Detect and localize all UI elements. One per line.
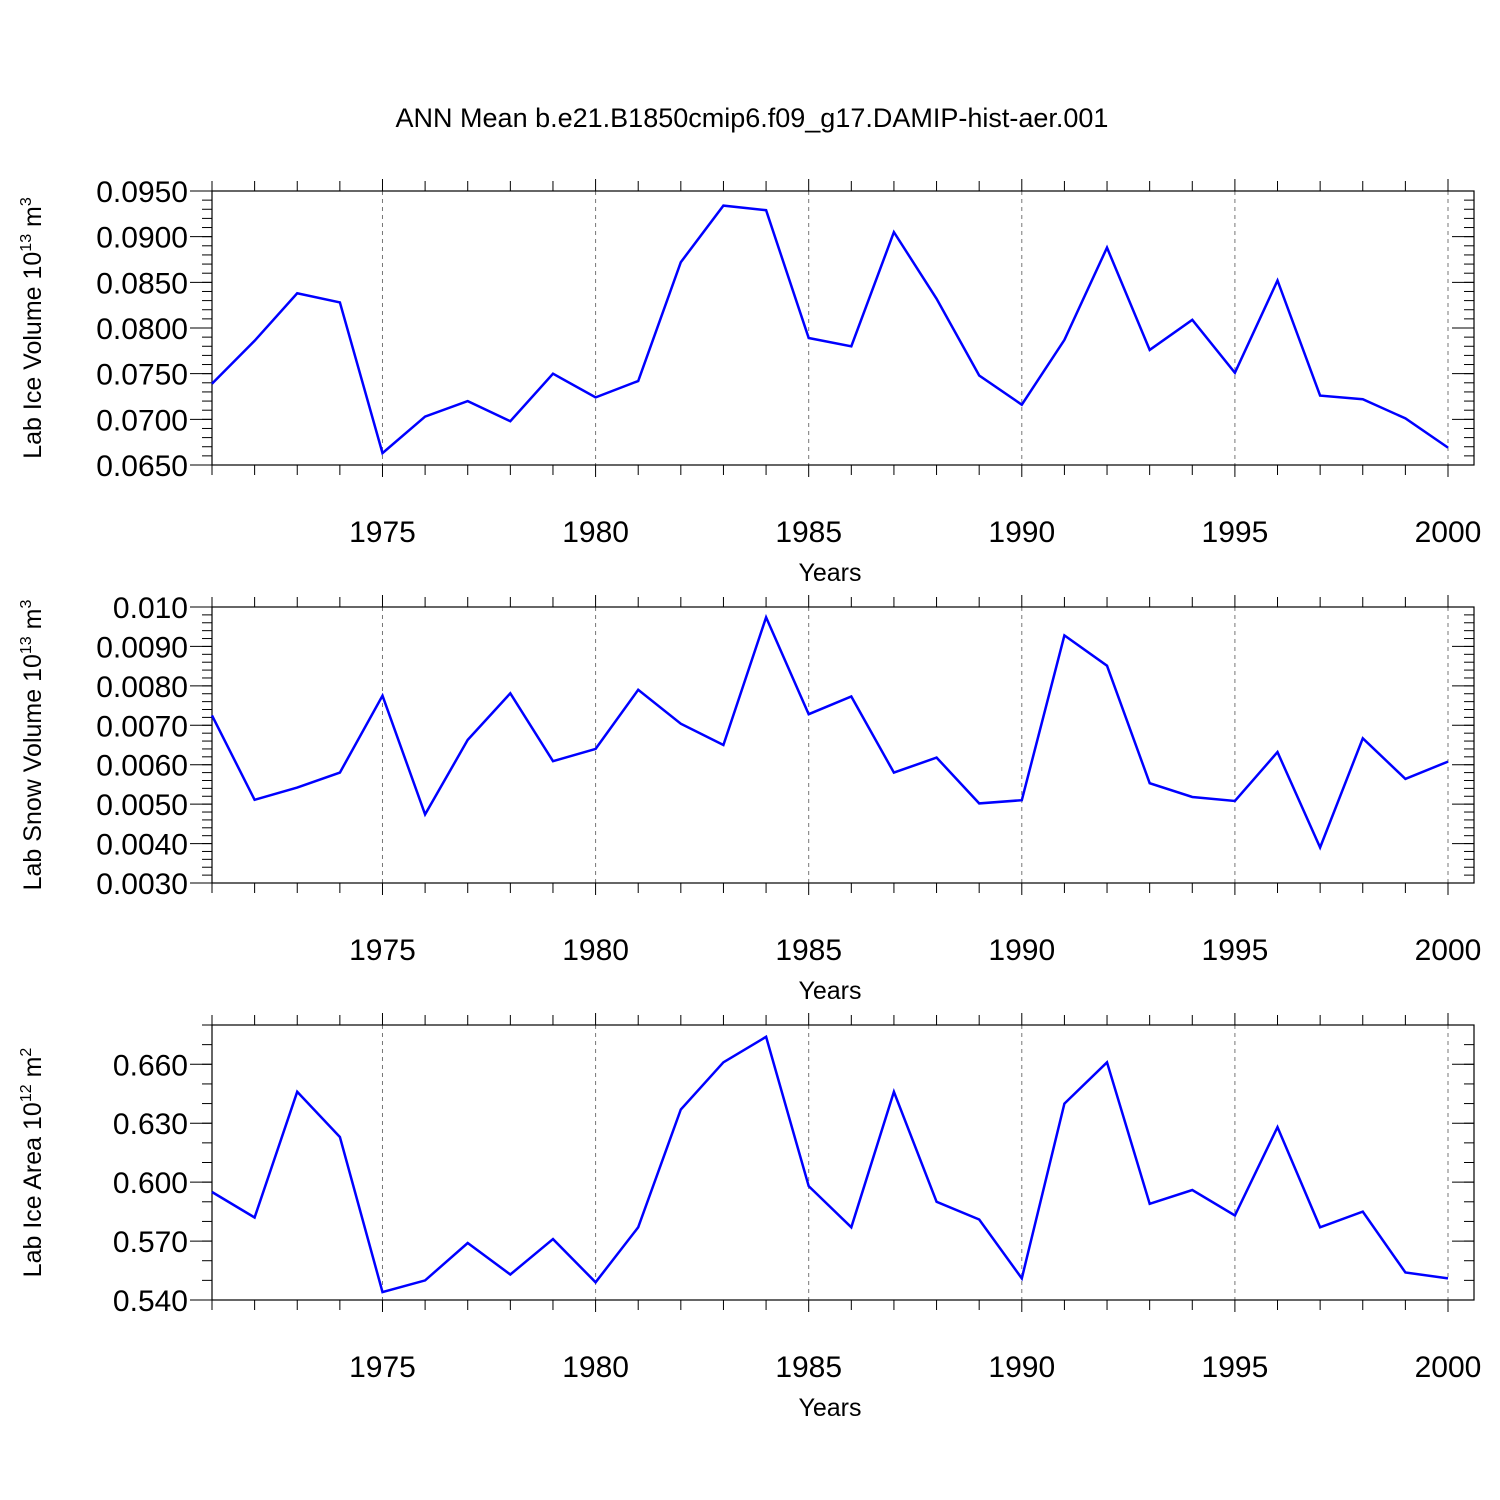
y-axis-title-unit: m — [19, 609, 47, 637]
x-tick-label: 1980 — [562, 516, 629, 549]
y-tick-label: 0.0040 — [96, 829, 188, 862]
x-tick-label: 1975 — [349, 1351, 416, 1384]
y-tick-label: 0.0050 — [96, 789, 188, 822]
y-tick-label: 0.0650 — [96, 450, 188, 483]
plot-frame — [211, 606, 1475, 884]
panel-3: 0.540 0.570 0.600 0.630 0.660 1975 1980 1985 199… — [18, 1013, 1481, 1422]
panels: 0.0650 0.0700 0.0750 0.0800 0.0850 0.0900 0.09… — [18, 176, 1481, 1422]
y-tick-label: 0.570 — [113, 1226, 188, 1259]
y-tick-label: 0.010 — [113, 592, 188, 625]
x-tick-label: 2000 — [1415, 516, 1482, 549]
x-tick-label: 1995 — [1202, 1351, 1269, 1384]
y-tick-label: 0.0060 — [96, 750, 188, 783]
y-tick-label: 0.600 — [113, 1167, 188, 1200]
y-tick-label: 0.660 — [113, 1049, 188, 1082]
x-tick-label: 1975 — [349, 934, 416, 967]
x-axis-title: Years — [798, 559, 861, 587]
y-tick-label: 0.0800 — [96, 313, 188, 346]
y-tick-label: 0.0090 — [96, 631, 188, 664]
y-tick-label: 0.0850 — [96, 267, 188, 300]
y-tick-label: 0.0080 — [96, 671, 188, 704]
y-axis-title-exponent: 12 — [18, 1084, 35, 1102]
y-axis-title-text: Lab Ice Area 10 — [19, 1102, 47, 1277]
x-tick-label: 1975 — [349, 516, 416, 549]
panel-2: 0.0030 0.0040 0.0050 0.0060 0.0070 0.0080 0.00… — [18, 592, 1481, 1005]
x-tick-label: 2000 — [1415, 934, 1482, 967]
x-tick-label: 1990 — [988, 1351, 1055, 1384]
y-axis-title: Lab Ice Area 1012 m2 — [18, 1048, 47, 1278]
y-axis-title: Lab Snow Volume 1013 m3 — [18, 600, 47, 891]
y-axis-title-unit: m — [19, 206, 47, 234]
y-tick-label: 0.0950 — [96, 176, 188, 209]
panel-1: 0.0650 0.0700 0.0750 0.0800 0.0850 0.0900 0.09… — [18, 176, 1481, 587]
y-axis-title-text: Lab Snow Volume 10 — [19, 654, 47, 890]
y-tick-label: 0.630 — [113, 1108, 188, 1141]
y-tick-label: 0.0700 — [96, 404, 188, 437]
x-tick-label: 2000 — [1415, 1351, 1482, 1384]
x-tick-label: 1990 — [988, 516, 1055, 549]
y-axis-title: Lab Ice Volume 1013 m3 — [18, 197, 47, 459]
x-tick-label: 1985 — [775, 516, 842, 549]
x-tick-label: 1980 — [562, 1351, 629, 1384]
plot-frame — [211, 190, 1475, 466]
chart-title: ANN Mean b.e21.B1850cmip6.f09_g17.DAMIP-… — [396, 103, 1109, 133]
x-tick-label: 1985 — [775, 1351, 842, 1384]
series-line — [211, 1034, 1449, 1294]
x-axis-title: Years — [798, 977, 861, 1005]
y-axis-title-unit-exponent: 3 — [18, 600, 35, 609]
y-tick-label: 0.0030 — [96, 868, 188, 901]
y-axis-title-unit-exponent: 3 — [18, 197, 35, 206]
x-tick-label: 1990 — [988, 934, 1055, 967]
x-axis-title: Years — [798, 1394, 861, 1422]
series-line — [211, 204, 1449, 456]
x-tick-label: 1985 — [775, 934, 842, 967]
y-axis-title-exponent: 13 — [18, 234, 35, 252]
series-line — [210, 613, 1449, 851]
x-tick-label: 1980 — [562, 934, 629, 967]
x-tick-label: 1995 — [1202, 516, 1269, 549]
x-tick-label: 1995 — [1202, 934, 1269, 967]
y-tick-label: 0.540 — [113, 1285, 188, 1318]
y-axis-title-unit-exponent: 2 — [18, 1048, 35, 1057]
y-axis-title-text: Lab Ice Volume 10 — [19, 252, 47, 459]
y-axis-title-unit: m — [19, 1057, 47, 1085]
y-tick-label: 0.0750 — [96, 359, 188, 392]
y-tick-label: 0.0900 — [96, 222, 188, 255]
y-tick-label: 0.0070 — [96, 710, 188, 743]
y-axis-title-exponent: 13 — [18, 636, 35, 654]
plot-frame — [211, 1024, 1475, 1301]
